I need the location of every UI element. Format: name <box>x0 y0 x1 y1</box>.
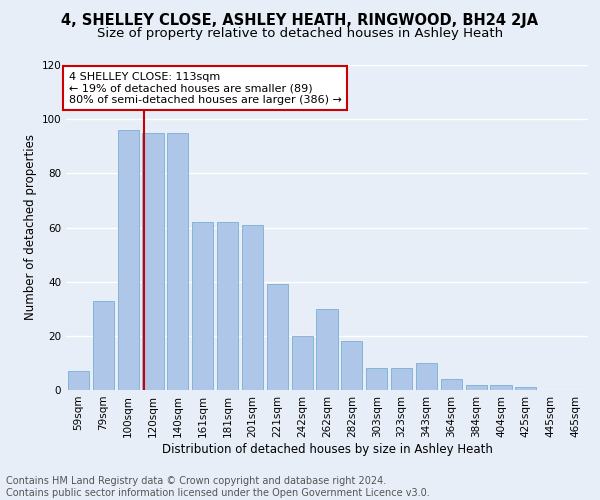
Bar <box>515 388 536 390</box>
Bar <box>192 222 213 390</box>
Bar <box>167 132 188 390</box>
Bar <box>267 284 288 390</box>
Bar <box>316 308 338 390</box>
Bar <box>142 132 164 390</box>
Bar <box>466 384 487 390</box>
Bar <box>118 130 139 390</box>
Text: 4, SHELLEY CLOSE, ASHLEY HEATH, RINGWOOD, BH24 2JA: 4, SHELLEY CLOSE, ASHLEY HEATH, RINGWOOD… <box>61 12 539 28</box>
Bar <box>366 368 387 390</box>
Text: Size of property relative to detached houses in Ashley Heath: Size of property relative to detached ho… <box>97 28 503 40</box>
Bar <box>490 384 512 390</box>
Bar <box>93 300 114 390</box>
Bar <box>391 368 412 390</box>
Y-axis label: Number of detached properties: Number of detached properties <box>24 134 37 320</box>
Bar <box>441 379 462 390</box>
X-axis label: Distribution of detached houses by size in Ashley Heath: Distribution of detached houses by size … <box>161 442 493 456</box>
Bar <box>416 363 437 390</box>
Text: Contains HM Land Registry data © Crown copyright and database right 2024.
Contai: Contains HM Land Registry data © Crown c… <box>6 476 430 498</box>
Bar <box>292 336 313 390</box>
Bar <box>68 371 89 390</box>
Text: 4 SHELLEY CLOSE: 113sqm
← 19% of detached houses are smaller (89)
80% of semi-de: 4 SHELLEY CLOSE: 113sqm ← 19% of detache… <box>68 72 341 104</box>
Bar <box>341 341 362 390</box>
Bar <box>242 225 263 390</box>
Bar <box>217 222 238 390</box>
